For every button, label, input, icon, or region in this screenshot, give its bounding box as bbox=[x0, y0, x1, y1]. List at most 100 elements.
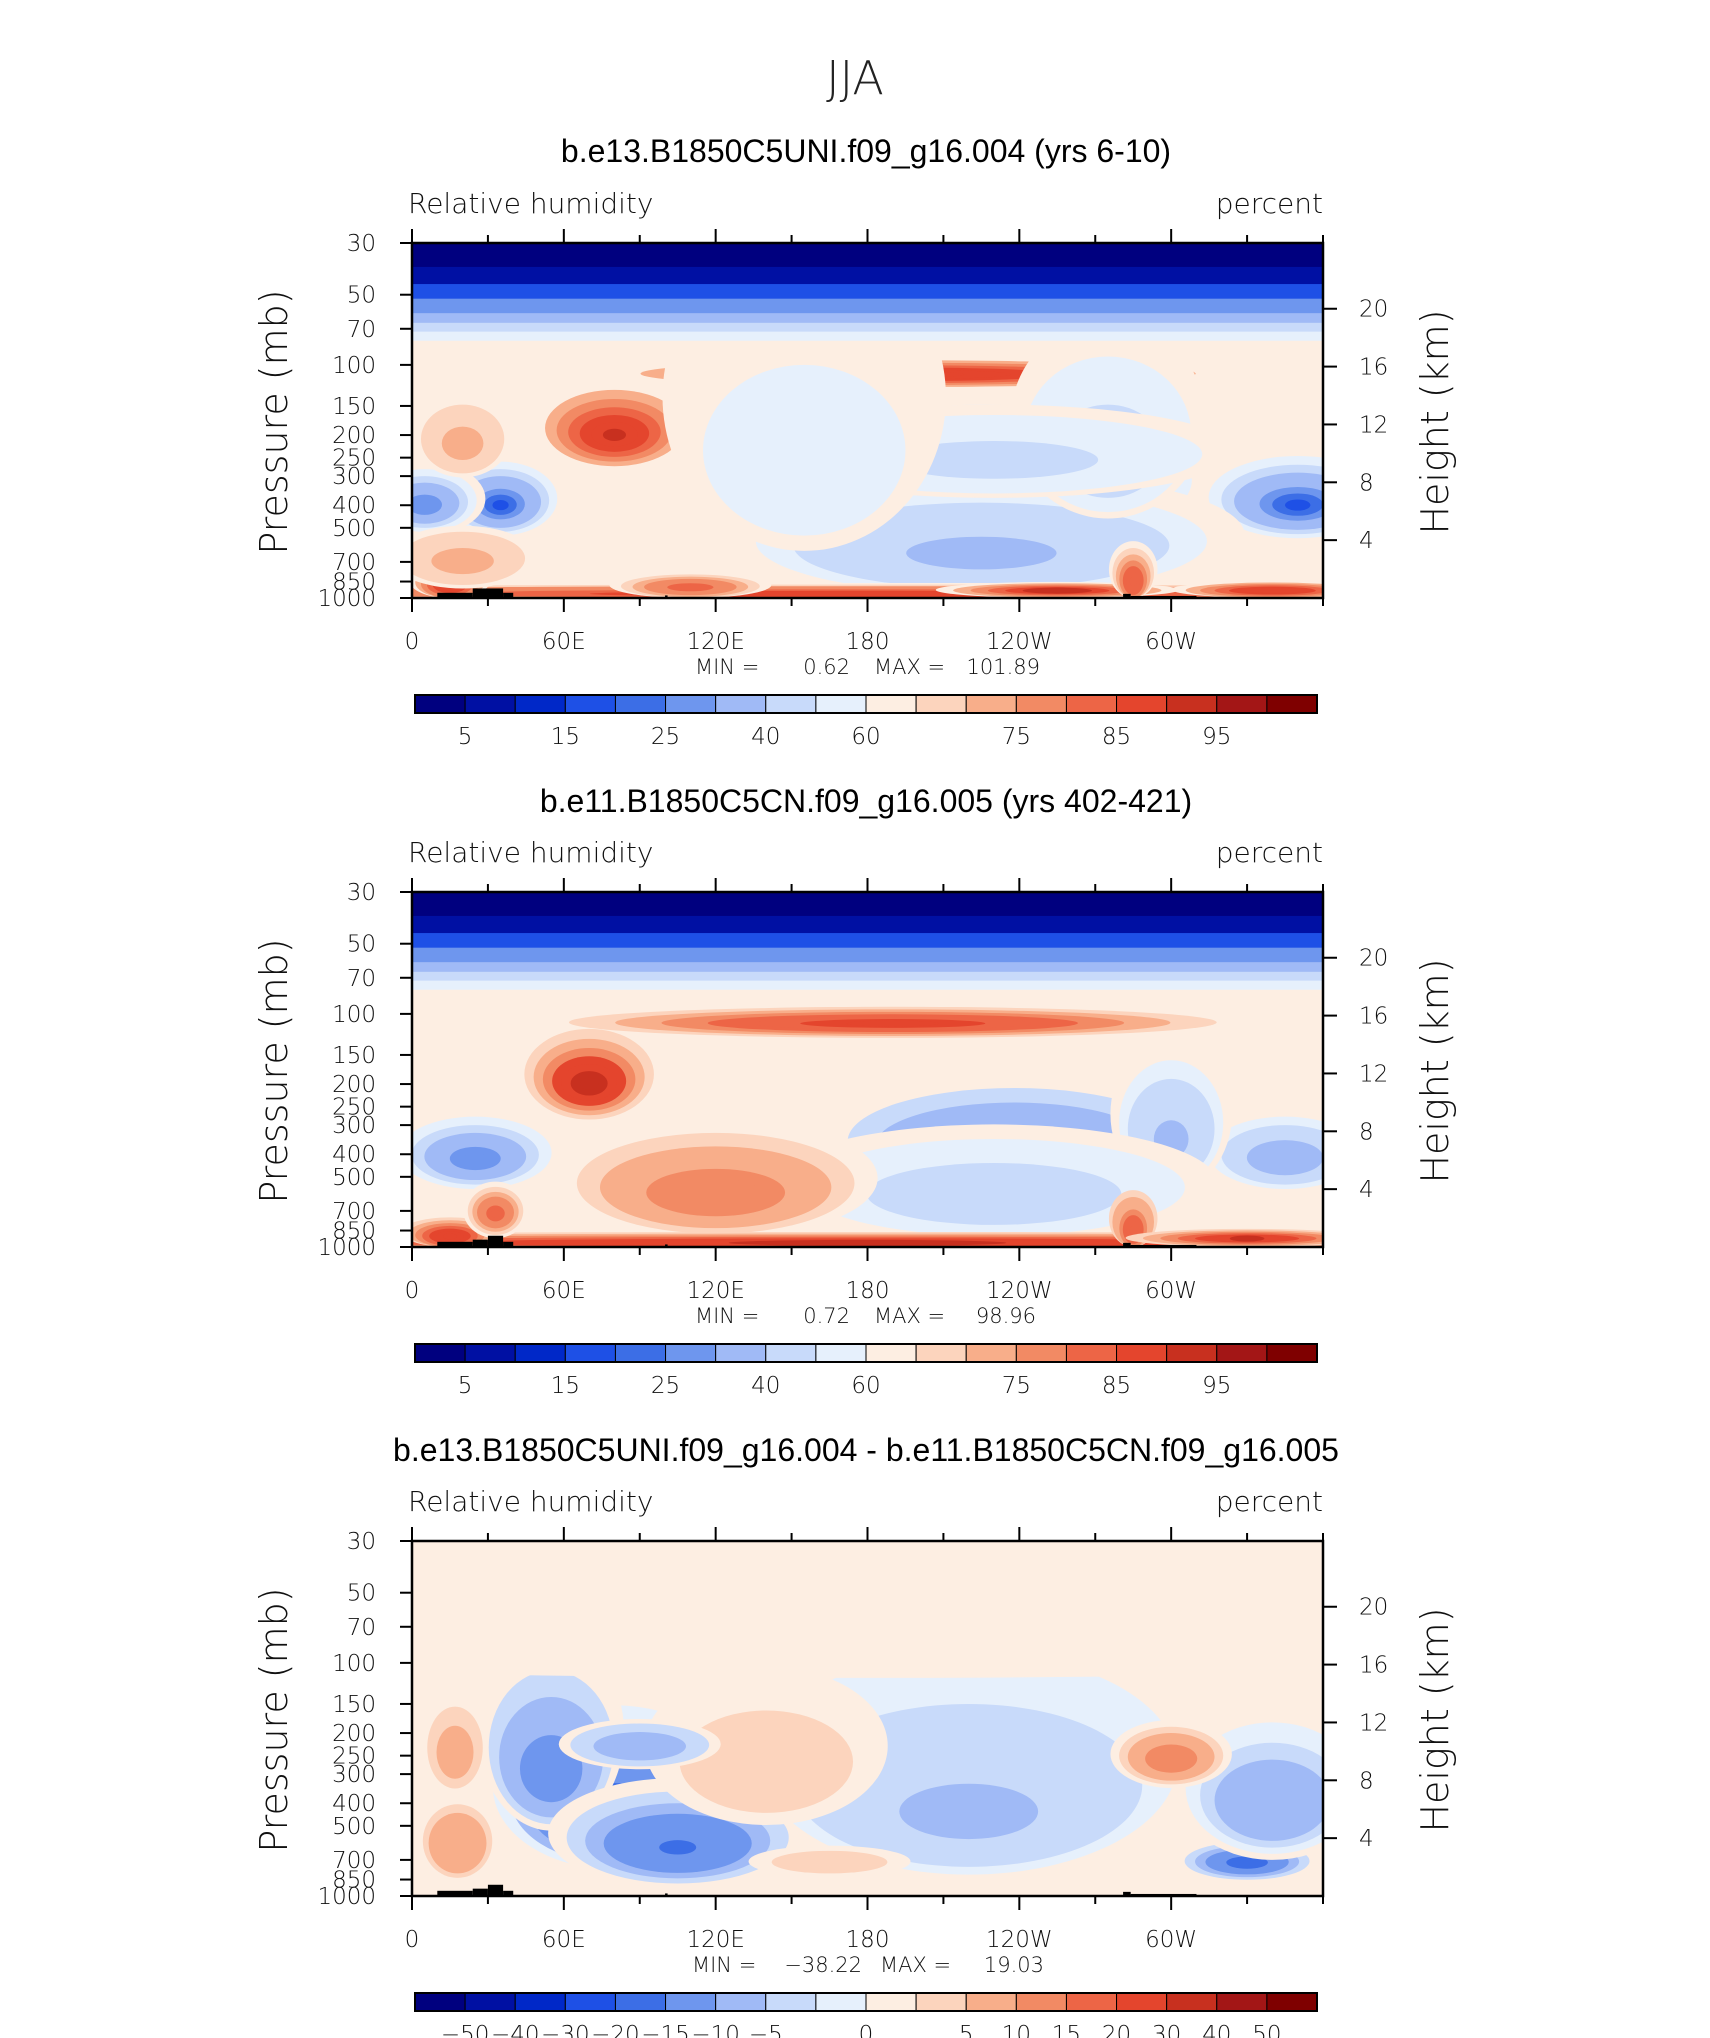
colorbar-swatch bbox=[1015, 1992, 1067, 2012]
x-tick-label: 180 bbox=[846, 1927, 890, 1953]
y-tick-label: 500 bbox=[332, 1165, 376, 1191]
contour-band bbox=[1129, 576, 1137, 587]
contour-band bbox=[846, 1020, 940, 1027]
colorbar-swatch bbox=[514, 1343, 566, 1363]
y-tick-label: 850 bbox=[332, 1868, 376, 1894]
contour-band bbox=[412, 243, 1323, 247]
colorbar-swatch bbox=[1166, 1992, 1218, 2012]
colorbar-label: 25 bbox=[651, 1373, 680, 1399]
contour-band bbox=[412, 298, 1323, 315]
colorbar-swatch bbox=[1216, 1992, 1268, 2012]
x-tick-label: 60W bbox=[1145, 629, 1197, 655]
y-tick-label: 400 bbox=[332, 1142, 376, 1168]
y-tick-label: 300 bbox=[332, 1113, 376, 1139]
min-label: MIN = bbox=[692, 1953, 756, 1977]
y-tick-label: 500 bbox=[332, 516, 376, 542]
colorbar-frame bbox=[414, 1343, 1318, 1363]
panel-2: b.e11.B1850C5CN.f09_g16.005 (yrs 402-421… bbox=[252, 783, 1457, 1399]
max-label: MAX = bbox=[880, 1953, 951, 1977]
colorbar-swatch bbox=[414, 1343, 466, 1363]
variable-label: Relative humidity bbox=[408, 187, 653, 220]
colorbar-swatch bbox=[815, 1992, 867, 2012]
terrain-block bbox=[437, 1890, 473, 1896]
contour-band bbox=[443, 1233, 457, 1240]
colorbar-swatch bbox=[464, 694, 516, 714]
colorbar-swatch bbox=[1116, 1992, 1168, 2012]
units-label: percent bbox=[1216, 187, 1323, 220]
colorbar-swatch bbox=[1116, 1343, 1168, 1363]
colorbar-frame bbox=[414, 1992, 1318, 2012]
contour-band bbox=[1257, 1798, 1287, 1818]
y-tick-label: 100 bbox=[332, 1002, 376, 1028]
y-tick-label: 100 bbox=[332, 1651, 376, 1677]
colorbar-swatch bbox=[815, 1343, 867, 1363]
contour-band bbox=[452, 557, 474, 567]
contour-band bbox=[412, 266, 1323, 286]
contour-band bbox=[490, 1209, 501, 1218]
terrain-block bbox=[503, 1890, 514, 1896]
contour-band bbox=[1257, 587, 1287, 594]
contour-band bbox=[748, 1764, 784, 1784]
colorbar-swatch bbox=[1166, 694, 1218, 714]
colorbar-swatch bbox=[965, 1992, 1017, 2012]
panel-title: b.e13.B1850C5UNI.f09_g16.004 (yrs 6-10) bbox=[561, 133, 1171, 169]
colorbar-label: 30 bbox=[1152, 2022, 1181, 2038]
colorbar-swatch bbox=[614, 694, 667, 714]
colorbar-label: −10 bbox=[691, 2022, 740, 2038]
right-tick-label: 8 bbox=[1359, 1119, 1374, 1145]
x-tick-label: 120E bbox=[686, 1927, 744, 1953]
x-tick-label: 120E bbox=[686, 1278, 744, 1304]
colorbar-label: 40 bbox=[751, 1373, 780, 1399]
min-label: MIN = bbox=[695, 655, 759, 679]
contour-band bbox=[817, 1859, 842, 1866]
colorbar-swatch bbox=[915, 694, 967, 714]
y-tick-label: 50 bbox=[347, 932, 376, 958]
colorbar-swatch bbox=[614, 1343, 667, 1363]
max-label: MAX = bbox=[874, 1304, 945, 1328]
x-tick-label: 60W bbox=[1145, 1278, 1197, 1304]
contour-band bbox=[628, 1743, 652, 1751]
x-tick-label: 120E bbox=[686, 629, 744, 655]
right-tick-label: 12 bbox=[1359, 412, 1388, 438]
x-tick-label: 60W bbox=[1145, 1927, 1197, 1953]
right-axis-label: Height (km) bbox=[1413, 309, 1457, 534]
colorbar-swatch bbox=[414, 1992, 466, 2012]
colorbar-swatch bbox=[715, 1343, 767, 1363]
y-tick-label: 150 bbox=[332, 1043, 376, 1069]
terrain-block bbox=[1123, 1242, 1131, 1247]
right-tick-label: 20 bbox=[1359, 946, 1388, 972]
contour-band bbox=[1236, 1859, 1258, 1866]
min-value: −38.22 bbox=[784, 1953, 862, 1977]
y-axis-label: Pressure (mb) bbox=[252, 289, 296, 554]
contour-field bbox=[412, 892, 1323, 1247]
x-tick-label: 120W bbox=[986, 629, 1053, 655]
panel-title: b.e13.B1850C5UNI.f09_g16.004 - b.e11.B18… bbox=[393, 1432, 1339, 1468]
colorbar-swatch bbox=[865, 1343, 917, 1363]
terrain-block bbox=[487, 1235, 504, 1247]
contour-band bbox=[412, 971, 1323, 982]
y-tick-label: 30 bbox=[347, 1529, 376, 1555]
right-tick-label: 16 bbox=[1359, 355, 1388, 381]
contour-band bbox=[1284, 499, 1311, 511]
y-tick-label: 70 bbox=[347, 1615, 376, 1641]
colorbar-swatch bbox=[464, 1992, 516, 2012]
right-tick-label: 20 bbox=[1359, 297, 1388, 323]
right-tick-label: 12 bbox=[1359, 1061, 1388, 1087]
colorbar-label: 20 bbox=[1102, 2022, 1131, 2038]
contour-band bbox=[962, 1190, 1026, 1206]
colorbar-label: 40 bbox=[751, 724, 780, 750]
panel-1: b.e13.B1850C5UNI.f09_g16.004 (yrs 6-10) … bbox=[252, 133, 1457, 750]
units-label: percent bbox=[1216, 836, 1323, 869]
right-axis-label: Height (km) bbox=[1413, 958, 1457, 1183]
contour-band bbox=[412, 947, 1323, 964]
y-tick-label: 250 bbox=[332, 1095, 376, 1121]
colorbar-label: 25 bbox=[651, 724, 680, 750]
y-tick-label: 50 bbox=[347, 283, 376, 309]
right-axis-label: Height (km) bbox=[1413, 1607, 1457, 1832]
contour-band bbox=[659, 1840, 697, 1855]
contour-field bbox=[412, 243, 1323, 598]
y-tick-label: 1000 bbox=[317, 586, 376, 612]
max-label: MAX = bbox=[874, 655, 945, 679]
colorbar-swatch bbox=[514, 1992, 566, 2012]
y-tick-label: 50 bbox=[347, 1581, 376, 1607]
